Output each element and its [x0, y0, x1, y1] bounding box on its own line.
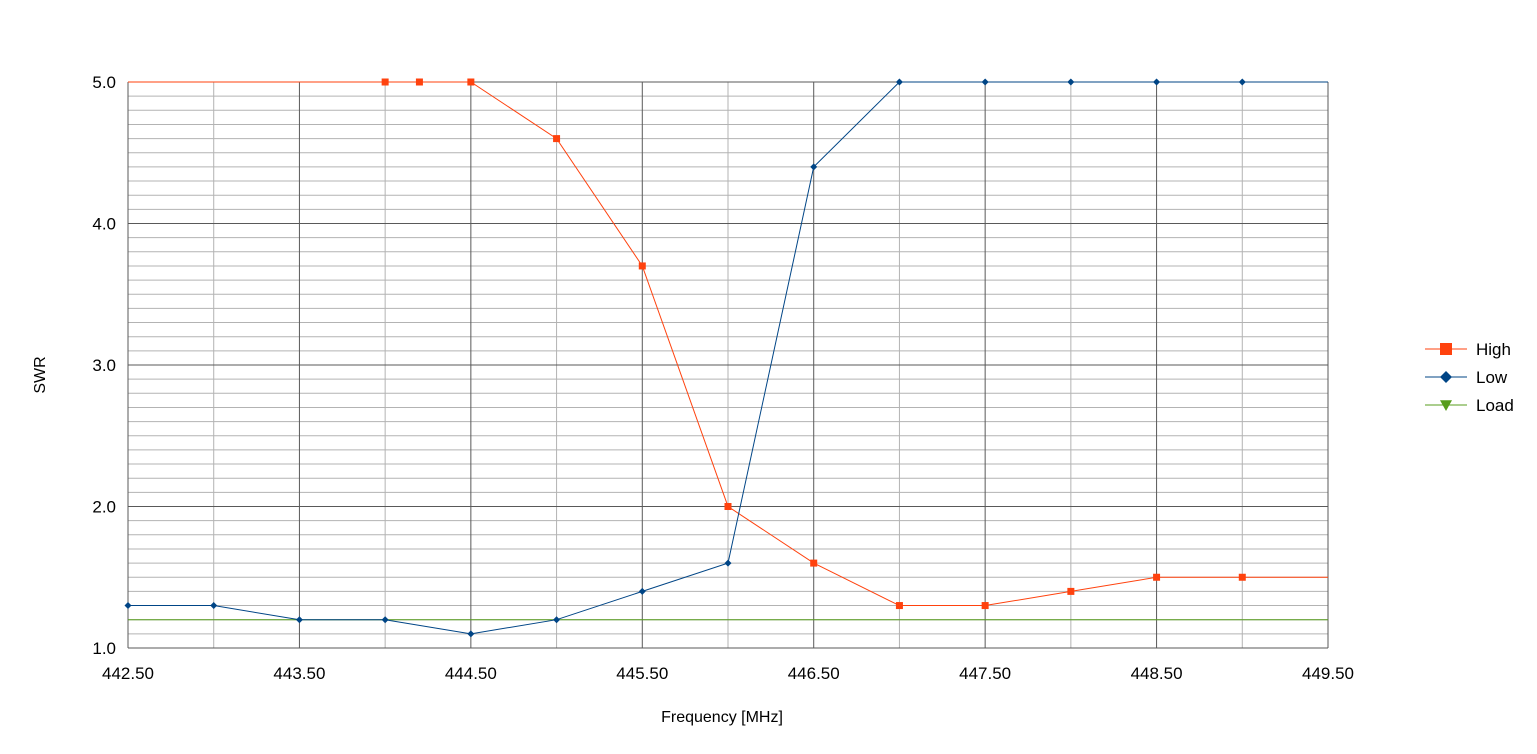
series-low-point: [1238, 78, 1246, 86]
series-low-point: [210, 602, 218, 610]
legend: High Low Load: [1425, 340, 1514, 415]
series-high-line: [128, 81, 1328, 607]
x-tick-label: 445.50: [616, 664, 668, 683]
x-tick-label: 444.50: [445, 664, 497, 683]
y-axis-title: SWR: [32, 356, 49, 393]
legend-load-label: Load: [1476, 396, 1514, 415]
x-tick-label: 443.50: [273, 664, 325, 683]
series-high-point: [467, 78, 475, 86]
series-high-point: [381, 78, 389, 86]
legend-high-marker: [1440, 343, 1452, 355]
x-axis-title: Frequency [MHz]: [661, 709, 783, 726]
x-tick-label: 448.50: [1131, 664, 1183, 683]
series-high-point: [810, 559, 818, 567]
series-high-point: [895, 602, 903, 610]
series-low-point: [895, 78, 903, 86]
y-tick-label: 5.0: [92, 73, 116, 92]
y-tick-label: 3.0: [92, 356, 116, 375]
y-tick-labels: 1.0 2.0 3.0 4.0 5.0: [92, 73, 116, 658]
series-high-point: [981, 602, 989, 610]
series-low-point: [981, 78, 989, 86]
x-tick-label: 446.50: [788, 664, 840, 683]
y-tick-label: 1.0: [92, 639, 116, 658]
series-high-point: [1153, 573, 1161, 581]
grid: [127, 81, 1329, 649]
legend-high-label: High: [1476, 340, 1511, 359]
legend-load-marker: [1440, 400, 1452, 411]
series-high-point: [553, 135, 561, 143]
series-low-point: [638, 587, 646, 595]
legend-low-marker: [1440, 371, 1452, 383]
legend-low-label: Low: [1476, 368, 1508, 387]
series-low-point: [467, 630, 475, 638]
series-low-point: [381, 616, 389, 624]
series-high-point: [1238, 573, 1246, 581]
series-low-point: [1067, 78, 1075, 86]
series-layer: [124, 78, 1328, 638]
x-tick-labels: 442.50 443.50 444.50 445.50 446.50 447.50 448.…: [102, 664, 1354, 683]
series-low-point: [810, 163, 818, 171]
series-high-point: [638, 262, 646, 270]
series-low-point: [1153, 78, 1161, 86]
series-high-point: [1067, 587, 1075, 595]
series-high-point: [724, 503, 732, 510]
series-low-point: [295, 616, 303, 624]
y-tick-label: 4.0: [92, 215, 116, 234]
series-high-point: [415, 78, 423, 86]
series-low-point: [724, 559, 732, 567]
y-tick-label: 2.0: [92, 498, 116, 517]
series-low-point: [553, 616, 561, 624]
x-tick-label: 447.50: [959, 664, 1011, 683]
x-tick-label: 449.50: [1302, 664, 1354, 683]
x-tick-label: 442.50: [102, 664, 154, 683]
series-low-point: [124, 602, 132, 610]
